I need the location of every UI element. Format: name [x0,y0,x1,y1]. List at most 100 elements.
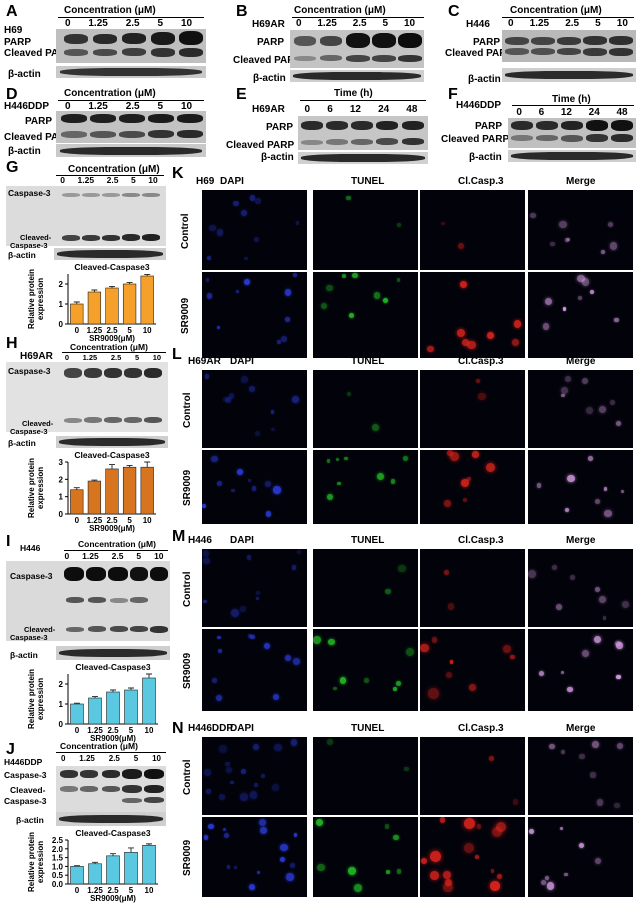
panel-m-col-0: DAPI [230,535,254,546]
panel-a-rule [58,17,204,18]
panel-m-image [420,629,525,711]
tick: 5 [130,175,136,185]
panel-f-cell: H446DDP [456,100,502,111]
panel-b-letter: B [236,3,248,20]
panel-b-band-cleaved: Cleaved PARP [233,55,302,66]
tick: 10 [148,175,158,185]
panel-a-band-actin: β-actin [8,69,41,80]
chart-error-bar [144,461,151,468]
panel-i-chart: Cleaved-Caspase3 Relative proteinexpressi… [27,662,158,743]
panel-h-header: Concentration (μM) [70,342,148,352]
panel-j-cell: H446DDP [4,757,43,767]
panel-n-image [313,737,418,815]
tick: 10 [152,353,162,362]
tick: 0 [295,18,302,29]
panel-f-band-cleaved: Cleaved PARP [441,134,510,145]
panel-j-rule [56,752,166,753]
panel-f-header: Time (h) [552,94,591,105]
chart-error-bar [92,696,98,698]
chart-title: Cleaved-Caspase3 [74,450,149,460]
chart-xlabel: SR9009(μM) [89,524,135,533]
tick: 10 [180,18,193,29]
chart-x-tick-label: 5 [127,516,132,525]
panel-a-blot-parp [56,29,206,63]
panel-k-col-1: TUNEL [351,176,385,187]
chart-error-bar [146,843,152,846]
panel-a-band-parp: PARP [4,37,32,48]
panel-l-col-1: TUNEL [351,356,385,367]
panel-c-ticks: 0 1.25 2.5 5 10 [500,18,636,29]
panel-m-cell: H446 [188,535,212,546]
chart-y-tick-label: 2.5 [52,836,64,845]
chart-error-bar [109,285,115,288]
panel-m-image [202,549,307,627]
tick: 2.5 [125,101,140,112]
tick: 2.5 [106,175,119,185]
panel-j-blot-actin [56,812,166,826]
chart-y-tick-label: 3 [59,458,64,467]
tick: 10 [403,18,416,29]
chart-error-bar [126,465,133,468]
chart-error-bar [91,479,98,482]
panel-j-ticks: 0 1.25 2.5 5 10 [54,754,168,763]
chart-bar [70,489,84,515]
chart-x-tick-label: 2.5 [107,886,119,895]
panel-l-col-2: Cl.Casp.3 [458,356,504,367]
chart-bar [142,844,156,885]
panel-n-row-0: Control [182,759,193,795]
tick: 24 [588,107,600,118]
panel-i-band-actin: β-actin [10,650,38,660]
chart-bar [140,466,154,515]
chart-y-tick-label: 2 [59,475,64,484]
panel-j-blot-caspase [56,766,166,812]
panel-n-col-3: Merge [566,723,596,734]
chart-y-tick-label: 0 [59,320,64,329]
chart-error-bar [92,861,98,864]
panel-b-band-actin: β-actin [253,73,286,84]
panel-d-cell: H446DDP [4,101,50,112]
panel-l-letter: L [172,346,182,363]
panel-e-rule [300,100,426,101]
chart-ylabel: Relative proteinexpression [27,832,45,892]
panel-b-blot-actin [290,70,424,82]
chart-y-tick-label: 1 [59,493,64,502]
panel-d-rule [58,100,204,101]
chart-x-tick-label: 5 [129,726,134,735]
panel-b-header: Concentration (μM) [294,5,386,16]
panel-m-image [528,549,633,627]
panel-b-band-parp: PARP [257,37,285,48]
panel-g-blot-caspase [6,186,166,246]
panel-k-image [420,272,525,358]
tick: 0 [60,175,65,185]
panel-m-letter: M [172,528,186,545]
chart-bar [70,866,84,885]
panel-d-letter: D [6,86,18,103]
panel-a-ticks: 0 1.25 2.5 5 10 [56,18,201,29]
chart-ylabel: Relative proteinexpression [27,669,45,729]
panel-j-letter: J [6,741,15,758]
tick: 10 [616,18,628,29]
panel-d-header: Concentration (μM) [64,88,156,99]
panel-k-col-2: Cl.Casp.3 [458,176,504,187]
panel-m-col-2: Cl.Casp.3 [458,535,504,546]
panel-l-cell: H69AR [188,356,221,367]
panel-m-row-0: Control [182,571,193,607]
tick: 2.5 [565,18,580,29]
panel-m-image [202,629,307,711]
panel-g-band-cleaved-2: Caspase-3 [10,241,48,250]
panel-h-chart: Cleaved-Caspase3 Relative proteinexpressi… [27,450,156,533]
chart-bar [87,291,102,325]
chart-bar [88,863,102,885]
panel-a-cell: H69 [4,25,23,36]
chart-x-tick-label: 1.25 [87,726,103,735]
panel-k-row-0: Control [180,213,191,249]
chart-xlabel: SR9009(μM) [90,734,136,743]
panel-i-cell: H446 [20,543,41,553]
panel-j-header: Concentration (μM) [60,741,138,751]
panel-a-letter: A [6,3,18,20]
chart-x-tick-label: 0 [75,726,80,735]
tick: 2.5 [108,754,120,763]
panel-h-blot-actin [56,436,168,448]
chart-error-bar [74,865,80,867]
tick: 1.25 [88,18,108,29]
